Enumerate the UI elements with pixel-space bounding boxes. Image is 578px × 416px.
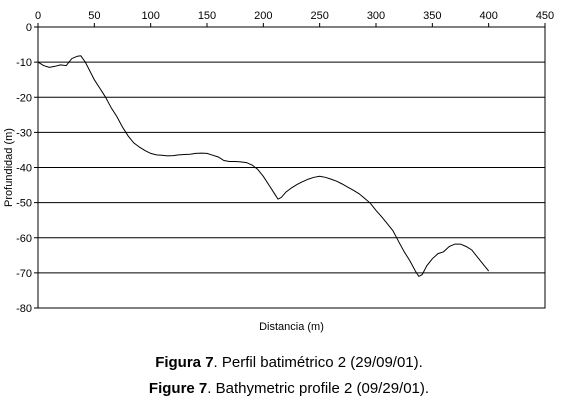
- figure-caption-spanish: Figura 7. Perfil batimétrico 2 (29/09/01…: [0, 354, 578, 372]
- y-tick-label: -10: [16, 57, 32, 69]
- caption-en-figure-number: Figure 7: [148, 380, 208, 397]
- x-tick-label: 200: [254, 10, 272, 22]
- x-tick-label: 350: [423, 10, 441, 22]
- y-tick-label: -30: [16, 127, 32, 139]
- y-tick-label: -70: [16, 268, 32, 280]
- y-tick-label: -20: [16, 92, 32, 104]
- y-axis-title: Profundidad (m): [3, 128, 15, 207]
- x-tick-label: 300: [367, 10, 385, 22]
- figure-caption-english: Figure 7. Bathymetric profile 2 (09/29/0…: [0, 380, 578, 398]
- y-tick-label: -80: [16, 303, 32, 315]
- x-tick-label: 400: [479, 10, 497, 22]
- axis-ticks: [34, 23, 546, 309]
- caption-es-text: . Perfil batimétrico 2 (29/09/01).: [213, 354, 423, 371]
- caption-en-text: . Bathymetric profile 2 (09/29/01).: [207, 380, 430, 397]
- depth-profile-line: [37, 55, 490, 278]
- x-tick-label: 100: [141, 10, 159, 22]
- y-tick-label: -40: [16, 163, 32, 175]
- bathymetric-profile-chart: 0 -10 -20 -30 -40 -50 -60 -70 -80 0 50 100 150 200 250…: [3, 10, 554, 333]
- caption-es-figure-number: Figura 7: [155, 354, 214, 371]
- x-axis-title: Distancia (m): [259, 321, 324, 333]
- horizontal-gridlines: [38, 26, 545, 309]
- y-tick-label: -60: [16, 233, 32, 245]
- y-tick-label: 0: [26, 22, 32, 34]
- x-tick-label: 150: [198, 10, 216, 22]
- y-tick-label: -50: [16, 198, 32, 210]
- x-tick-label: 50: [88, 10, 100, 22]
- axis-tick-labels: 0 -10 -20 -30 -40 -50 -60 -70 -80 0 50 100 150 200 250…: [16, 10, 554, 315]
- x-tick-label: 250: [310, 10, 328, 22]
- x-tick-label: 450: [536, 10, 554, 22]
- x-tick-label: 0: [35, 10, 41, 22]
